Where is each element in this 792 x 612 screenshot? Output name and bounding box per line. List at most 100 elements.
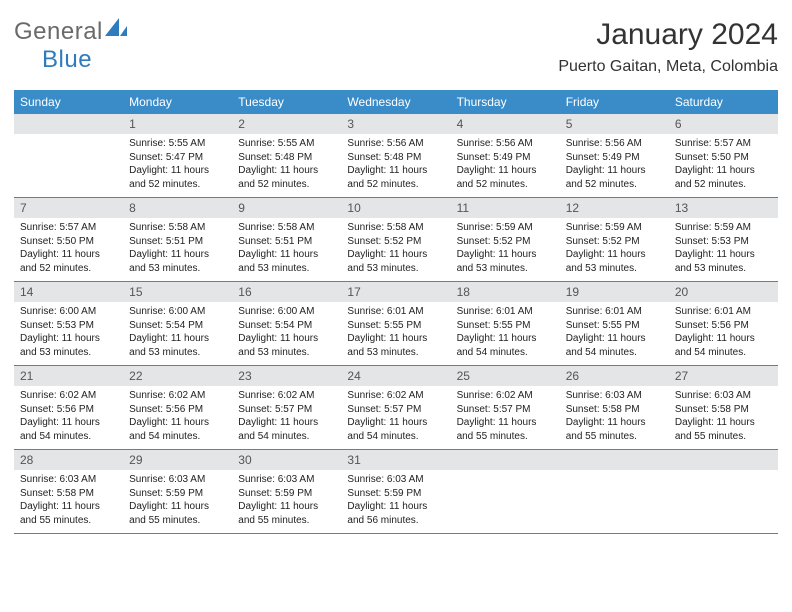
day-number: 8 bbox=[123, 198, 232, 218]
day-cell: 24Sunrise: 6:02 AMSunset: 5:57 PMDayligh… bbox=[341, 366, 450, 450]
day-cell: 20Sunrise: 6:01 AMSunset: 5:56 PMDayligh… bbox=[669, 282, 778, 366]
day-body: Sunrise: 5:56 AMSunset: 5:48 PMDaylight:… bbox=[341, 134, 450, 197]
day-body: Sunrise: 5:59 AMSunset: 5:52 PMDaylight:… bbox=[451, 218, 560, 281]
day-body bbox=[669, 470, 778, 528]
daylight-text: Daylight: 11 hours and 53 minutes. bbox=[129, 332, 226, 359]
sunrise-text: Sunrise: 5:55 AM bbox=[129, 137, 226, 151]
sunrise-text: Sunrise: 5:58 AM bbox=[238, 221, 335, 235]
sunrise-text: Sunrise: 6:01 AM bbox=[675, 305, 772, 319]
day-number bbox=[451, 450, 560, 470]
day-number: 6 bbox=[669, 114, 778, 134]
sunset-text: Sunset: 5:58 PM bbox=[566, 403, 663, 417]
sunset-text: Sunset: 5:55 PM bbox=[457, 319, 554, 333]
logo-blue: Blue bbox=[42, 46, 92, 73]
day-body: Sunrise: 5:55 AMSunset: 5:48 PMDaylight:… bbox=[232, 134, 341, 197]
sunset-text: Sunset: 5:55 PM bbox=[566, 319, 663, 333]
daylight-text: Daylight: 11 hours and 53 minutes. bbox=[347, 332, 444, 359]
day-number: 26 bbox=[560, 366, 669, 386]
sunset-text: Sunset: 5:51 PM bbox=[238, 235, 335, 249]
day-number: 20 bbox=[669, 282, 778, 302]
daylight-text: Daylight: 11 hours and 52 minutes. bbox=[675, 164, 772, 191]
week-row: 21Sunrise: 6:02 AMSunset: 5:56 PMDayligh… bbox=[14, 366, 778, 450]
day-number: 31 bbox=[341, 450, 450, 470]
day-header: Thursday bbox=[451, 90, 560, 114]
sunrise-text: Sunrise: 6:00 AM bbox=[238, 305, 335, 319]
month-title: January 2024 bbox=[558, 18, 778, 52]
sunrise-text: Sunrise: 6:02 AM bbox=[347, 389, 444, 403]
day-number: 13 bbox=[669, 198, 778, 218]
sunrise-text: Sunrise: 6:00 AM bbox=[20, 305, 117, 319]
day-body: Sunrise: 6:03 AMSunset: 5:58 PMDaylight:… bbox=[560, 386, 669, 449]
sunrise-text: Sunrise: 6:01 AM bbox=[457, 305, 554, 319]
day-number: 30 bbox=[232, 450, 341, 470]
header: General Blue January 2024 Puerto Gaitan,… bbox=[14, 18, 778, 76]
sunrise-text: Sunrise: 5:56 AM bbox=[457, 137, 554, 151]
daylight-text: Daylight: 11 hours and 54 minutes. bbox=[675, 332, 772, 359]
day-cell bbox=[451, 450, 560, 534]
sunset-text: Sunset: 5:52 PM bbox=[566, 235, 663, 249]
sunrise-text: Sunrise: 6:01 AM bbox=[566, 305, 663, 319]
sunrise-text: Sunrise: 6:03 AM bbox=[129, 473, 226, 487]
day-body: Sunrise: 5:57 AMSunset: 5:50 PMDaylight:… bbox=[669, 134, 778, 197]
daylight-text: Daylight: 11 hours and 54 minutes. bbox=[20, 416, 117, 443]
day-body: Sunrise: 6:01 AMSunset: 5:55 PMDaylight:… bbox=[451, 302, 560, 365]
day-cell: 31Sunrise: 6:03 AMSunset: 5:59 PMDayligh… bbox=[341, 450, 450, 534]
day-cell: 2Sunrise: 5:55 AMSunset: 5:48 PMDaylight… bbox=[232, 114, 341, 198]
sunset-text: Sunset: 5:50 PM bbox=[20, 235, 117, 249]
sunset-text: Sunset: 5:48 PM bbox=[347, 151, 444, 165]
day-body: Sunrise: 6:02 AMSunset: 5:57 PMDaylight:… bbox=[232, 386, 341, 449]
day-cell: 28Sunrise: 6:03 AMSunset: 5:58 PMDayligh… bbox=[14, 450, 123, 534]
sunrise-text: Sunrise: 6:02 AM bbox=[457, 389, 554, 403]
daylight-text: Daylight: 11 hours and 55 minutes. bbox=[20, 500, 117, 527]
sunset-text: Sunset: 5:54 PM bbox=[238, 319, 335, 333]
sunrise-text: Sunrise: 6:02 AM bbox=[129, 389, 226, 403]
sunrise-text: Sunrise: 5:59 AM bbox=[675, 221, 772, 235]
sunset-text: Sunset: 5:57 PM bbox=[457, 403, 554, 417]
day-body: Sunrise: 5:56 AMSunset: 5:49 PMDaylight:… bbox=[560, 134, 669, 197]
sunset-text: Sunset: 5:59 PM bbox=[129, 487, 226, 501]
sunrise-text: Sunrise: 6:01 AM bbox=[347, 305, 444, 319]
sunset-text: Sunset: 5:55 PM bbox=[347, 319, 444, 333]
daylight-text: Daylight: 11 hours and 55 minutes. bbox=[566, 416, 663, 443]
day-number: 7 bbox=[14, 198, 123, 218]
daylight-text: Daylight: 11 hours and 55 minutes. bbox=[675, 416, 772, 443]
day-number: 23 bbox=[232, 366, 341, 386]
day-number bbox=[560, 450, 669, 470]
sunrise-text: Sunrise: 6:02 AM bbox=[238, 389, 335, 403]
day-number: 2 bbox=[232, 114, 341, 134]
day-number: 29 bbox=[123, 450, 232, 470]
day-cell: 10Sunrise: 5:58 AMSunset: 5:52 PMDayligh… bbox=[341, 198, 450, 282]
sunrise-text: Sunrise: 5:58 AM bbox=[347, 221, 444, 235]
day-body: Sunrise: 6:01 AMSunset: 5:55 PMDaylight:… bbox=[341, 302, 450, 365]
sunset-text: Sunset: 5:49 PM bbox=[457, 151, 554, 165]
day-body: Sunrise: 6:00 AMSunset: 5:54 PMDaylight:… bbox=[123, 302, 232, 365]
day-number: 24 bbox=[341, 366, 450, 386]
day-number bbox=[669, 450, 778, 470]
daylight-text: Daylight: 11 hours and 52 minutes. bbox=[457, 164, 554, 191]
day-number: 18 bbox=[451, 282, 560, 302]
sunset-text: Sunset: 5:52 PM bbox=[347, 235, 444, 249]
daylight-text: Daylight: 11 hours and 53 minutes. bbox=[457, 248, 554, 275]
daylight-text: Daylight: 11 hours and 54 minutes. bbox=[457, 332, 554, 359]
day-number: 27 bbox=[669, 366, 778, 386]
day-body: Sunrise: 6:00 AMSunset: 5:53 PMDaylight:… bbox=[14, 302, 123, 365]
day-number: 17 bbox=[341, 282, 450, 302]
sunset-text: Sunset: 5:49 PM bbox=[566, 151, 663, 165]
daylight-text: Daylight: 11 hours and 54 minutes. bbox=[129, 416, 226, 443]
day-number: 28 bbox=[14, 450, 123, 470]
day-cell: 7Sunrise: 5:57 AMSunset: 5:50 PMDaylight… bbox=[14, 198, 123, 282]
location: Puerto Gaitan, Meta, Colombia bbox=[558, 58, 778, 76]
daylight-text: Daylight: 11 hours and 55 minutes. bbox=[129, 500, 226, 527]
day-body: Sunrise: 6:03 AMSunset: 5:59 PMDaylight:… bbox=[123, 470, 232, 533]
day-number bbox=[14, 114, 123, 134]
sunset-text: Sunset: 5:57 PM bbox=[347, 403, 444, 417]
day-body: Sunrise: 6:03 AMSunset: 5:58 PMDaylight:… bbox=[669, 386, 778, 449]
daylight-text: Daylight: 11 hours and 53 minutes. bbox=[238, 248, 335, 275]
logo-general: General bbox=[14, 18, 103, 45]
day-body: Sunrise: 6:03 AMSunset: 5:59 PMDaylight:… bbox=[341, 470, 450, 533]
calendar-table: SundayMondayTuesdayWednesdayThursdayFrid… bbox=[14, 90, 778, 534]
daylight-text: Daylight: 11 hours and 53 minutes. bbox=[129, 248, 226, 275]
sunset-text: Sunset: 5:47 PM bbox=[129, 151, 226, 165]
logo: General Blue bbox=[14, 18, 127, 74]
day-body: Sunrise: 5:58 AMSunset: 5:51 PMDaylight:… bbox=[123, 218, 232, 281]
